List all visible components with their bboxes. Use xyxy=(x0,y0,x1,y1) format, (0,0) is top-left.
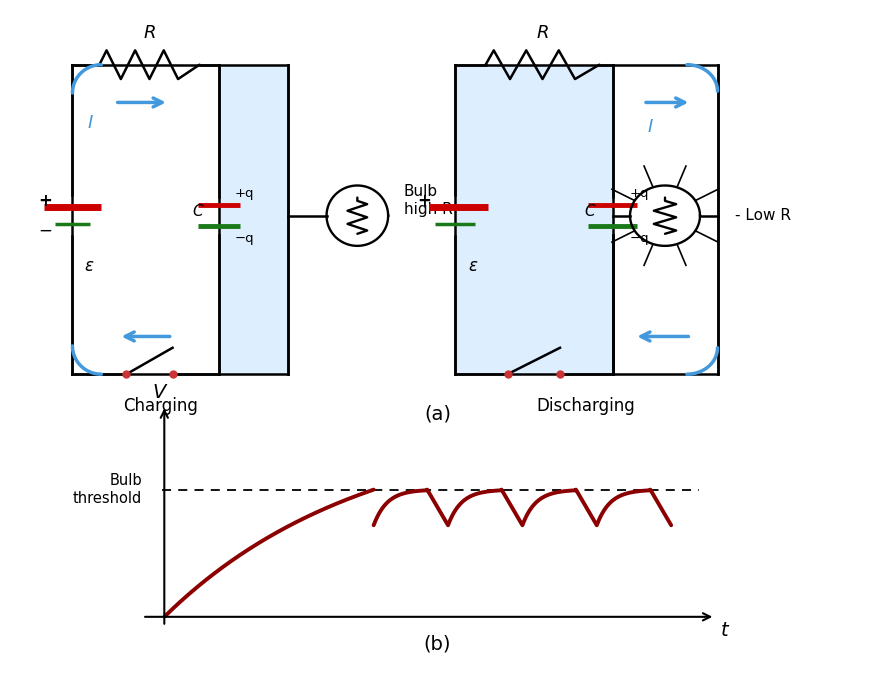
Text: R: R xyxy=(144,24,156,42)
Text: ε: ε xyxy=(468,257,477,275)
Text: Bulb
threshold: Bulb threshold xyxy=(73,473,143,506)
Bar xyxy=(455,65,612,374)
Bar xyxy=(219,65,288,374)
Text: ε: ε xyxy=(84,257,93,275)
Text: C: C xyxy=(584,204,595,220)
Text: (b): (b) xyxy=(424,635,452,654)
Text: - Low R: - Low R xyxy=(735,208,791,223)
Text: −q: −q xyxy=(234,232,254,245)
Text: +: + xyxy=(38,191,52,210)
Text: +q: +q xyxy=(630,187,649,200)
Text: Charging: Charging xyxy=(123,397,199,415)
Text: V: V xyxy=(152,383,165,402)
Text: I: I xyxy=(88,114,93,132)
Text: +: + xyxy=(417,191,431,210)
Text: t: t xyxy=(721,621,728,640)
Text: −: − xyxy=(38,222,52,240)
Text: (a): (a) xyxy=(424,404,451,423)
Text: R: R xyxy=(536,24,549,42)
Text: +q: +q xyxy=(234,187,254,200)
Text: C: C xyxy=(192,204,203,220)
Text: Bulb
high R: Bulb high R xyxy=(403,185,452,217)
Text: I: I xyxy=(648,117,653,135)
Text: Discharging: Discharging xyxy=(537,397,635,415)
Text: −q: −q xyxy=(630,232,649,245)
